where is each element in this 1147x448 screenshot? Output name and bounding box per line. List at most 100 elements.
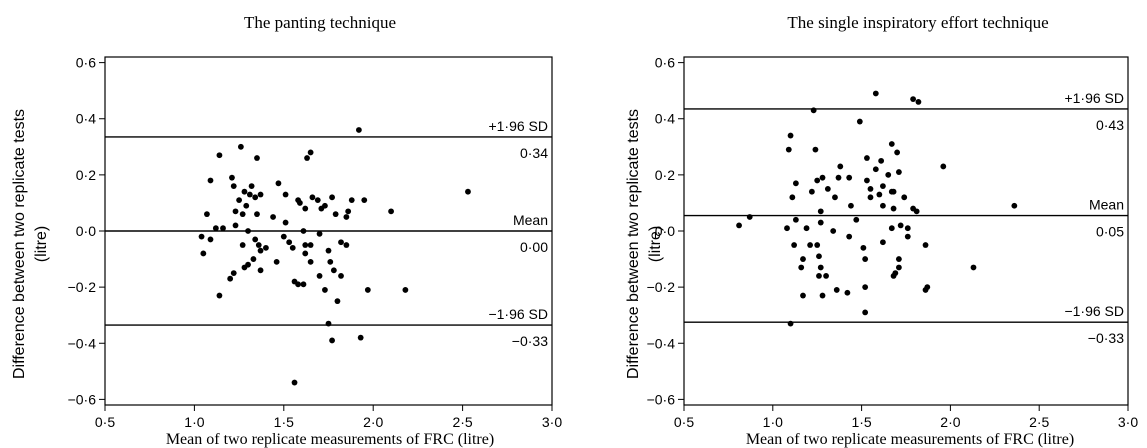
data-point [787,320,794,327]
data-point [255,242,262,248]
data-point [812,146,819,153]
data-point [816,273,822,279]
data-point [819,174,826,181]
data-point [848,202,854,209]
data-point [227,275,234,282]
data-point [343,214,350,220]
data-point [239,211,246,218]
x-tick-label: 2·0 [363,414,383,430]
chart-title: The single inspiratory effort technique [787,13,1048,32]
data-point [862,256,869,262]
data-point [338,239,344,246]
data-point [736,222,742,229]
y-tick-label: −0·2 [647,279,676,295]
chart-panting: The panting technique Difference between… [11,13,562,448]
data-point [314,197,321,204]
y-tick-label: 0·2 [655,167,675,183]
data-point [275,180,282,187]
x-tick-label: 2·5 [452,414,472,430]
reference-line-value: 0·43 [1096,117,1124,133]
data-point [257,191,264,198]
y-tick-label: 0·2 [76,167,96,183]
x-tick-label: 1·0 [763,414,783,430]
data-point [263,244,269,251]
data-point [800,292,806,299]
data-point [890,273,897,279]
reference-line-value: −0·33 [1088,330,1124,346]
data-point [286,239,293,246]
data-point [302,242,309,248]
data-point [289,244,296,251]
y-tick-label: −0·6 [68,391,97,407]
y-axis-unit: (litre) [33,226,50,262]
data-point [888,141,895,147]
data-point [200,250,207,257]
data-point [273,258,280,265]
data-point [212,225,219,232]
reference-line-value: −0·33 [512,333,548,349]
data-point [895,169,902,175]
data-point [864,177,870,184]
data-point [343,242,350,248]
data-point [803,225,810,232]
reference-line-value: 0·05 [1096,224,1124,240]
data-point [922,287,929,293]
data-point [230,183,237,189]
x-tick-label: 1·5 [851,414,871,430]
data-point [860,244,867,251]
data-point [787,132,794,139]
y-tick-label: 0·0 [76,223,96,239]
data-point [867,186,874,192]
data-point [785,146,792,153]
data-point [792,216,799,223]
data-point [207,236,214,243]
data-point [316,230,323,237]
y-tick-label: 0·6 [655,55,675,71]
data-point [846,174,853,181]
x-axis-label: Mean of two replicate measurements of FR… [166,431,494,448]
data-point [355,127,362,133]
reference-line-value: 0·00 [520,239,548,255]
data-point [327,258,334,265]
y-axis-label: Difference between two replicate tests [625,109,642,379]
data-point [230,270,237,276]
data-point [330,267,337,274]
data-point [198,233,205,240]
data-point [823,273,829,279]
data-point [791,242,798,248]
reference-line-label: Mean [513,212,548,228]
data-point [254,155,260,161]
data-point [229,174,235,181]
data-point [302,250,309,257]
data-point [280,233,287,240]
data-point [864,155,870,161]
data-point [204,211,210,218]
data-point [894,149,901,156]
data-point [798,264,805,271]
data-point [232,222,239,229]
reference-line-label: −1·96 SD [1064,303,1124,319]
data-point [880,202,886,209]
x-tick-label: 0·5 [95,414,115,430]
data-point [808,188,815,195]
data-point [878,157,885,164]
y-axis-unit: (litre) [647,226,664,262]
data-point [291,379,298,386]
reference-line-value: 0·34 [520,145,548,161]
data-point [237,143,244,150]
data-point [216,292,223,299]
data-point [800,256,806,262]
data-point [325,320,332,327]
x-tick-label: 0·5 [674,414,694,430]
chart-title: The panting technique [244,13,396,32]
x-tick-label: 1·5 [274,414,294,430]
data-point [844,289,851,296]
data-point [872,166,879,173]
x-tick-label: 1·0 [184,414,204,430]
data-point [329,337,335,344]
data-point [245,228,251,234]
data-point [784,225,790,232]
y-tick-label: −0·2 [68,279,97,295]
data-point [252,194,259,201]
